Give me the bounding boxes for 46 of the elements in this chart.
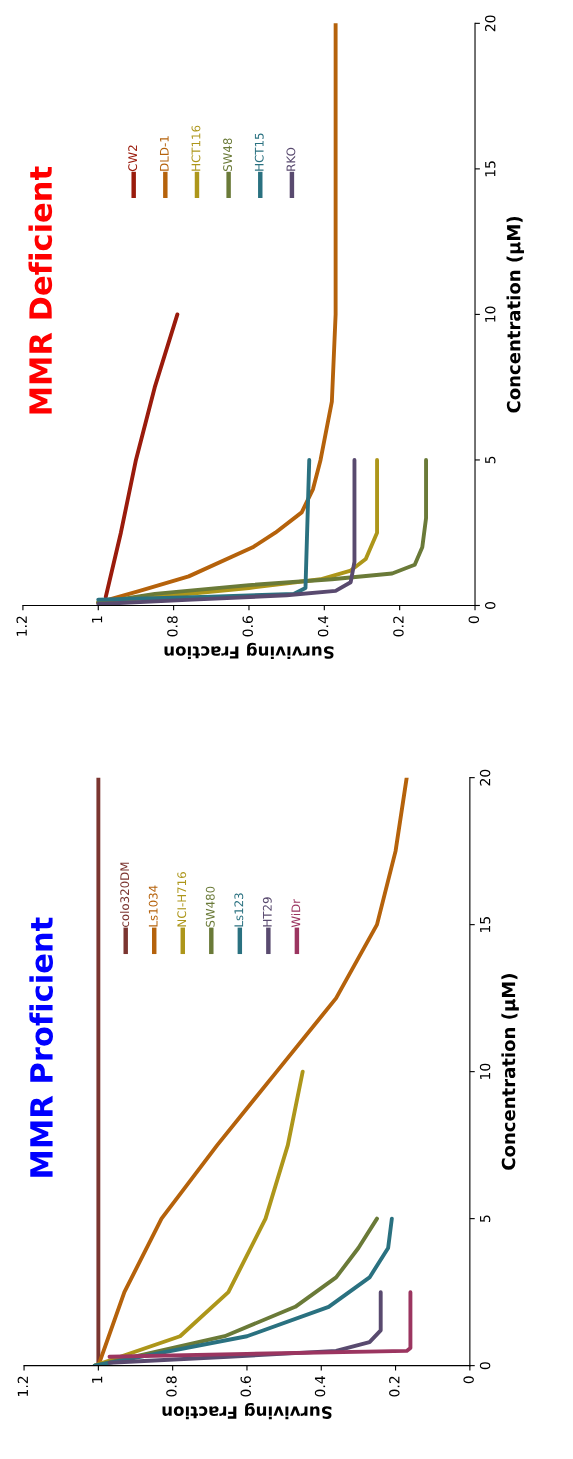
y-tick-label: 0 bbox=[479, 1362, 491, 1370]
line-series bbox=[107, 1290, 413, 1359]
y-tick-label: 5 bbox=[480, 1215, 491, 1222]
x-tick-label: 0.4 bbox=[317, 615, 329, 637]
text: CW2 bbox=[128, 145, 138, 172]
x-tick-label: 0.6 bbox=[240, 1376, 251, 1397]
line-series bbox=[96, 777, 409, 1366]
x-tick-label: 1 bbox=[92, 1376, 103, 1383]
y-tick-label: 20 bbox=[484, 15, 496, 32]
x-axis-title: Surviving Fraction bbox=[162, 1402, 332, 1420]
text: HCT15 bbox=[254, 133, 264, 171]
text: SW480 bbox=[205, 886, 215, 927]
text: RKO bbox=[286, 147, 296, 171]
x-tick-label: 0.8 bbox=[166, 1376, 177, 1397]
x-axis-title: Surviving Fraction bbox=[164, 642, 334, 660]
x-tick-label: 0.2 bbox=[389, 1376, 400, 1397]
x-tick-label: 0 bbox=[468, 616, 480, 624]
x-tick-label: 1 bbox=[91, 616, 103, 623]
x-tick-label: 1.2 bbox=[16, 616, 27, 636]
text: HCT116 bbox=[191, 125, 201, 171]
y-tick-label: 5 bbox=[485, 456, 496, 464]
x-tick-label: 0.4 bbox=[314, 1376, 326, 1397]
text: colo320DM bbox=[119, 862, 130, 927]
line-series bbox=[103, 312, 180, 599]
y-tick-label: 0 bbox=[484, 601, 496, 609]
text: SW48 bbox=[223, 138, 233, 172]
x-tick-label: 0.2 bbox=[393, 616, 404, 637]
y-tick-label: 10 bbox=[484, 306, 496, 322]
x-tick-label: 0.6 bbox=[242, 616, 253, 637]
text: MMR Proficient bbox=[29, 917, 53, 1177]
text: NCI-H716 bbox=[177, 872, 187, 927]
text: Ls1034 bbox=[148, 885, 158, 927]
x-tick-label: 0.8 bbox=[167, 616, 178, 637]
y-tick-label: 15 bbox=[485, 161, 496, 177]
x-tick-label: 1.2 bbox=[17, 1376, 28, 1396]
y-axis-title: Concentration (µM) bbox=[501, 974, 519, 1170]
text: MMR Deficient bbox=[28, 166, 53, 414]
y-tick-label: 20 bbox=[479, 769, 491, 786]
text: HT29 bbox=[262, 897, 272, 927]
text: DLD-1 bbox=[159, 136, 169, 171]
y-axis-title: Concentration (µM) bbox=[506, 216, 525, 413]
y-tick-label: 15 bbox=[480, 917, 491, 932]
text: Ls123 bbox=[234, 893, 244, 927]
y-tick-label: 10 bbox=[479, 1063, 491, 1079]
text: WiDr bbox=[291, 898, 301, 928]
x-tick-label: 0 bbox=[463, 1376, 474, 1384]
